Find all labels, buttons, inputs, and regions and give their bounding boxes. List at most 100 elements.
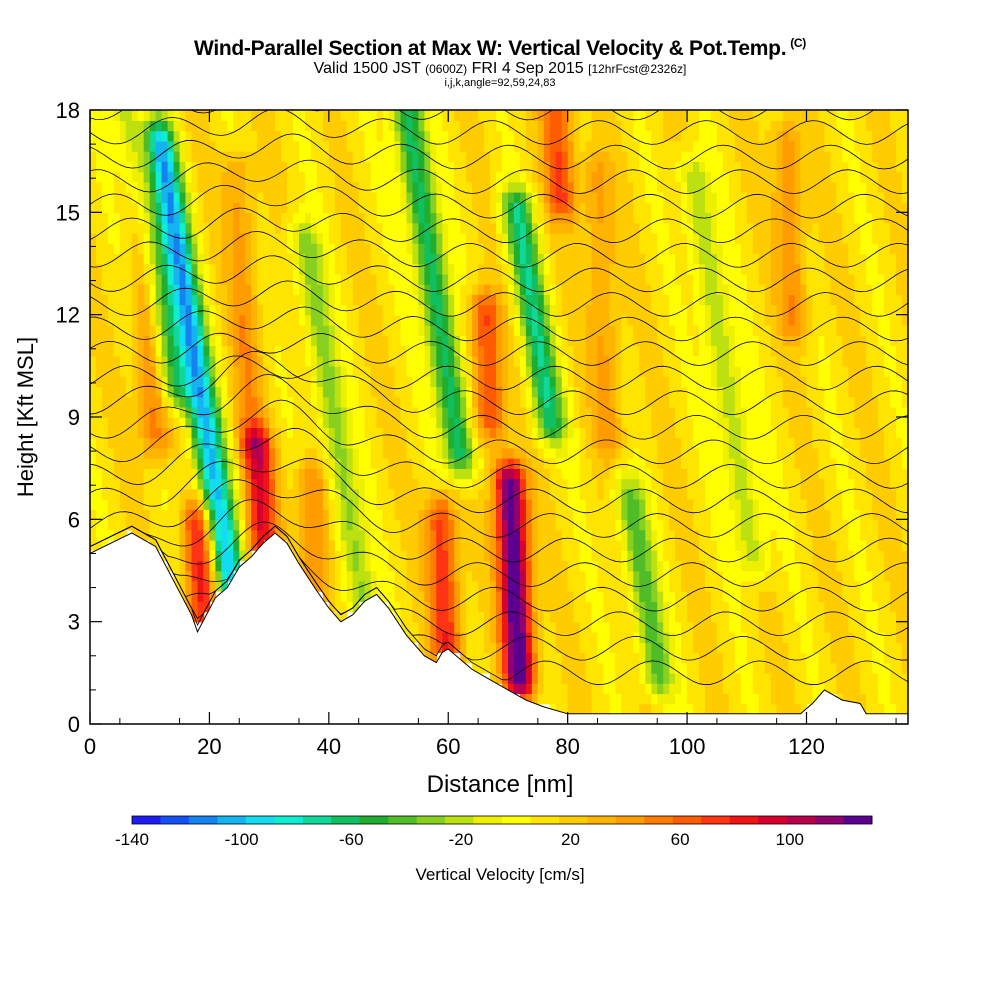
- velocity-cell: [251, 447, 258, 459]
- velocity-cell: [90, 202, 97, 214]
- velocity-cell: [418, 570, 426, 582]
- velocity-cell: [513, 601, 521, 613]
- velocity-cell: [531, 222, 539, 234]
- velocity-cell: [448, 140, 455, 152]
- velocity-cell: [221, 202, 229, 214]
- velocity-cell: [436, 243, 444, 254]
- velocity-cell: [209, 120, 217, 132]
- velocity-cell: [203, 212, 211, 224]
- velocity-cell: [502, 202, 509, 214]
- velocity-cell: [436, 294, 444, 306]
- velocity-cell: [597, 550, 605, 561]
- velocity-cell: [107, 376, 115, 388]
- velocity-cell: [573, 591, 581, 602]
- velocity-cell: [460, 222, 467, 234]
- velocity-cell: [143, 417, 151, 428]
- velocity-cell: [400, 304, 408, 316]
- velocity-cell: [215, 273, 223, 285]
- velocity-cell: [209, 232, 217, 244]
- velocity-cell: [603, 263, 611, 275]
- velocity-cell: [376, 580, 384, 592]
- velocity-cell: [567, 509, 575, 521]
- velocity-cell: [567, 591, 575, 602]
- velocity-cell: [299, 212, 306, 224]
- velocity-cell: [96, 304, 103, 316]
- velocity-cell: [651, 120, 659, 132]
- velocity-cell: [537, 642, 545, 654]
- velocity-cell: [597, 457, 605, 469]
- velocity-cell: [543, 263, 551, 275]
- velocity-cell: [269, 222, 276, 234]
- velocity-cell: [400, 447, 408, 459]
- velocity-cell: [400, 498, 408, 510]
- velocity-cell: [119, 406, 127, 418]
- velocity-cell: [412, 519, 420, 531]
- velocity-cell: [125, 140, 133, 152]
- velocity-cell: [573, 202, 581, 214]
- velocity-cell: [293, 284, 300, 295]
- velocity-cell: [388, 212, 396, 224]
- velocity-cell: [299, 539, 306, 551]
- velocity-cell: [591, 693, 599, 705]
- velocity-cell: [245, 396, 252, 408]
- velocity-cell: [418, 232, 426, 244]
- velocity-cell: [543, 294, 551, 306]
- velocity-cell: [245, 478, 252, 490]
- velocity-cell: [251, 427, 258, 439]
- velocity-cell: [543, 550, 551, 561]
- velocity-cell: [137, 191, 145, 203]
- velocity-cell: [107, 447, 115, 459]
- velocity-cell: [472, 110, 479, 121]
- velocity-cell: [412, 417, 420, 428]
- velocity-cell: [639, 345, 647, 357]
- velocity-cell: [651, 529, 659, 541]
- velocity-cell: [316, 161, 324, 173]
- velocity-cell: [430, 202, 438, 214]
- velocity-cell: [119, 437, 127, 449]
- velocity-cell: [472, 284, 479, 295]
- velocity-cell: [448, 601, 455, 613]
- velocity-cell: [537, 447, 545, 459]
- velocity-cell: [161, 212, 169, 224]
- velocity-cell: [221, 539, 229, 551]
- velocity-cell: [531, 130, 539, 142]
- velocity-cell: [537, 181, 545, 193]
- velocity-cell: [436, 181, 444, 193]
- velocity-cell: [281, 181, 288, 193]
- velocity-cell: [436, 212, 444, 224]
- velocity-cell: [525, 222, 533, 234]
- velocity-cell: [597, 447, 605, 459]
- velocity-cell: [227, 243, 235, 254]
- velocity-cell: [376, 396, 384, 408]
- velocity-cell: [143, 478, 151, 490]
- velocity-cell: [400, 181, 408, 193]
- velocity-cell: [579, 591, 587, 602]
- velocity-cell: [328, 161, 336, 173]
- velocity-cell: [227, 396, 235, 408]
- velocity-cell: [299, 406, 306, 418]
- valid-utc: (0600Z): [425, 62, 468, 76]
- velocity-cell: [454, 457, 461, 469]
- velocity-cell: [394, 447, 402, 459]
- velocity-cell: [221, 457, 229, 469]
- velocity-cell: [561, 202, 569, 214]
- velocity-cell: [101, 539, 109, 551]
- velocity-cell: [519, 519, 527, 531]
- velocity-cell: [215, 488, 223, 500]
- velocity-cell: [269, 273, 276, 285]
- velocity-cell: [227, 314, 235, 326]
- velocity-cell: [436, 140, 444, 152]
- velocity-cell: [400, 171, 408, 183]
- velocity-cell: [245, 130, 252, 142]
- velocity-cell: [525, 110, 533, 121]
- velocity-cell: [621, 468, 629, 480]
- velocity-cell: [233, 529, 241, 541]
- velocity-cell: [633, 376, 641, 388]
- velocity-cell: [490, 601, 497, 613]
- velocity-cell: [513, 642, 521, 654]
- velocity-cell: [627, 396, 635, 408]
- velocity-cell: [525, 570, 533, 582]
- velocity-cell: [370, 335, 378, 347]
- velocity-cell: [400, 580, 408, 592]
- velocity-cell: [299, 232, 306, 244]
